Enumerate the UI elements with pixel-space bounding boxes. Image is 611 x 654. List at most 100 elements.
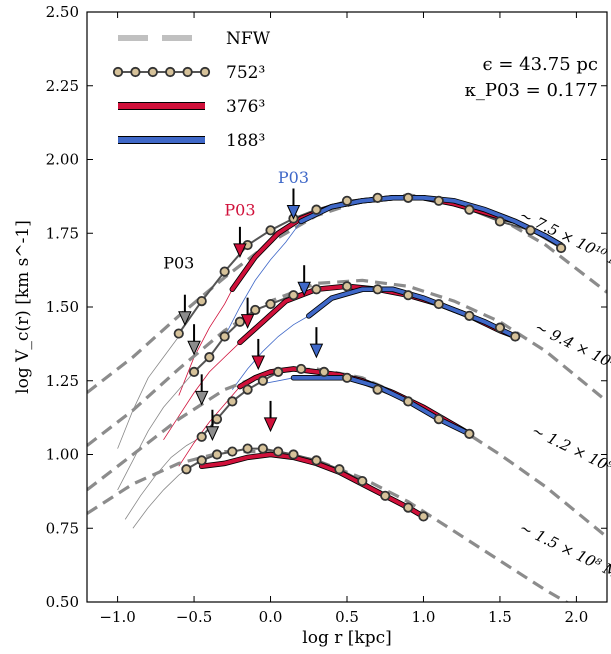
r752-point-0-8 [372, 192, 383, 203]
r752-point-2-1 [211, 413, 223, 425]
r752-point-1-2 [219, 331, 230, 342]
r752-point-3-2 [211, 449, 223, 460]
r752-point-2-2 [227, 396, 238, 407]
thin-188-curve-1 [231, 315, 309, 390]
y-tick-label-8: 2.50 [46, 3, 79, 21]
r752-point-3-13 [418, 511, 429, 522]
r752-point-0-10 [433, 195, 444, 206]
annotation-line-0: ϵ = 43.75 pc [483, 54, 598, 75]
r752-point-3-11 [380, 490, 391, 501]
r752-point-2-7 [318, 366, 330, 377]
p03-arrow-head-2-2 [309, 343, 324, 359]
legend-label-3: 188³ [226, 131, 265, 151]
legend-swatch-752-point-1 [130, 66, 141, 78]
r752-point-3-5 [257, 443, 268, 454]
x-tick-label-0: −1.0 [99, 608, 135, 626]
r752-point-2-6 [296, 363, 307, 375]
y-tick-label-1: 0.75 [46, 519, 79, 537]
r752-point-1-1 [204, 352, 215, 363]
r752-point-0-7 [341, 195, 353, 206]
r752-point-2-3 [242, 384, 253, 395]
legend-label-1: 752³ [226, 63, 265, 83]
p03-label-2: P03 [278, 168, 309, 187]
r376-outline-0 [229, 195, 564, 293]
y-tick-label-0: 0.50 [46, 593, 79, 611]
legend-label-2: 376³ [226, 97, 265, 117]
r752-point-1-12 [464, 310, 475, 321]
r752-point-1-8 [341, 281, 353, 292]
r752-point-3-7 [288, 449, 299, 460]
nfw-curve-2 [87, 367, 607, 539]
p03-arrow-head-1-0 [187, 340, 201, 356]
thin-188-curve-0 [224, 221, 302, 337]
x-tick-label-4: 1.0 [412, 608, 436, 626]
r752-point-3-9 [334, 464, 345, 475]
r752-point-1-11 [433, 298, 444, 310]
r752-point-2-4 [257, 375, 268, 386]
r376-curve-3 [199, 452, 426, 519]
r752-point-0-6 [311, 204, 322, 215]
r752-point-0-1 [196, 295, 207, 307]
y-axis-label: log V_c(r) [km s^-1] [13, 220, 33, 394]
r752-point-3-10 [357, 475, 368, 487]
nfw-curve-0 [87, 193, 607, 394]
y-tick-label-2: 1.00 [46, 446, 79, 464]
r188-outline-2 [290, 375, 473, 437]
thin-752-curve-3 [132, 468, 187, 529]
legend: NFW 752³ 376³ 188³ [112, 29, 271, 151]
p03-arrow-head-1-1 [240, 314, 255, 329]
r376-curve-0 [230, 195, 563, 292]
y-tick-label-5: 1.75 [46, 224, 79, 242]
p03-label-1: P03 [224, 201, 255, 220]
p03-arrow-head-3-0 [205, 426, 220, 441]
r752-point-3-0 [181, 464, 192, 475]
x-tick-label-2: 0.0 [259, 608, 283, 626]
r752-point-1-4 [250, 304, 261, 316]
legend-swatch-752-point-0 [112, 66, 124, 78]
nfw-curve-1 [87, 278, 607, 447]
p03-arrow-head-1-2 [297, 281, 311, 297]
x-tick-label-6: 2.0 [564, 608, 588, 626]
x-tick-label-1: −0.5 [176, 608, 212, 626]
r752-point-2-11 [433, 413, 444, 425]
thin-376-curve-0 [178, 289, 233, 396]
r752-point-1-6 [288, 290, 299, 301]
r752-line-1 [193, 285, 516, 373]
r752-point-1-7 [311, 284, 322, 295]
p03-arrow-head-2-1 [251, 355, 266, 371]
r752-point-0-14 [556, 242, 567, 254]
r752-point-0-4 [265, 225, 276, 236]
r752-point-3-1 [196, 455, 207, 466]
r752-point-2-5 [273, 366, 284, 377]
halo-mass-label-0: ∼ 7.5 × 10¹⁰ M⊙ [517, 206, 611, 278]
r752-point-1-3 [234, 316, 246, 327]
y-tick-label-4: 1.50 [46, 298, 79, 316]
r752-point-1-13 [494, 322, 506, 333]
r752-point-2-10 [403, 396, 414, 407]
halo-mass-label-1: ∼ 9.4 × 10⁹ M⊙ [532, 318, 611, 387]
annotation-line-1: κ_P03 = 0.177 [465, 80, 598, 101]
thin-188-curve-2 [262, 377, 294, 385]
r752-point-2-12 [464, 428, 475, 439]
p03-label-0: P03 [163, 254, 194, 273]
r752-point-1-10 [403, 290, 414, 301]
legend-label-0: NFW [226, 29, 271, 49]
y-tick-label-6: 2.00 [46, 151, 79, 169]
halo-mass-label-2: ∼ 1.2 × 10⁹ M⊙ [529, 421, 611, 490]
plot-layer [87, 188, 607, 602]
y-tick-label-7: 2.25 [46, 77, 79, 95]
p03-arrow-head-2-0 [194, 390, 209, 406]
x-tick-label-5: 1.5 [488, 608, 512, 626]
thin-752-curve-1 [117, 371, 195, 491]
axis-ticks: −1.0 −0.5 0.0 0.5 1.0 1.5 2.0 0.50 0.75 1.00 1.25 1… [46, 3, 607, 626]
legend-swatch-752-point-2 [147, 66, 158, 78]
x-axis-label: log r [kpc] [302, 628, 391, 648]
x-tick-label-3: 0.5 [335, 608, 359, 626]
r752-point-1-5 [265, 298, 276, 310]
legend-swatch-752-point-5 [199, 66, 211, 78]
thin-752-curve-0 [117, 336, 180, 449]
r752-point-0-2 [219, 266, 230, 277]
r752-point-1-14 [510, 331, 521, 342]
legend-swatch-752-point-3 [165, 66, 176, 78]
r752-point-0-0 [173, 328, 184, 339]
